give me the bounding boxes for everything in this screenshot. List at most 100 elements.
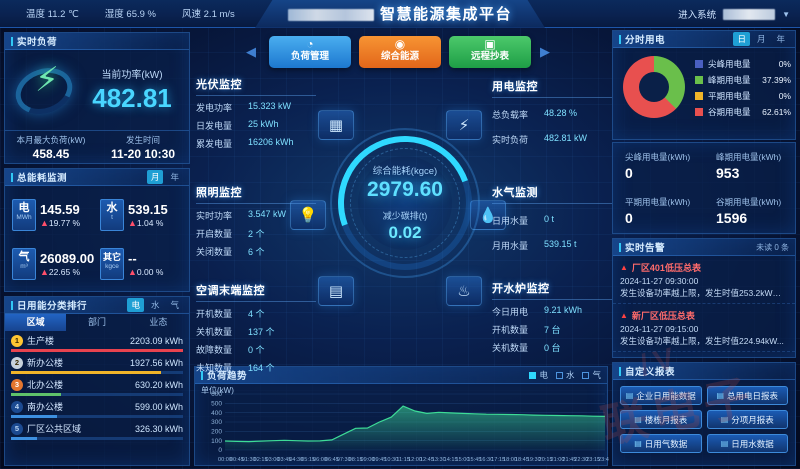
kwh-peak: 峰期用电量(kWh) 953 [716, 152, 782, 181]
legend-item: 谷期用电量 62.61% [695, 106, 791, 118]
trend-type-toggle[interactable]: 电 水 气 [529, 369, 601, 381]
ranking-tabs[interactable]: 区域 部门 业态 [5, 314, 189, 331]
boiler-row: 今日用电 9.21 kWh [492, 305, 583, 317]
water-values: 539.15 ▲1.04 % [128, 202, 168, 228]
nav-button-integrated-energy[interactable]: ◉ 综合能源 [359, 36, 441, 68]
pv-row: 发电功率 15.323 kW [196, 101, 292, 113]
redacted-user-name [723, 8, 776, 20]
trend-toggle-gas[interactable]: 气 [582, 369, 601, 381]
list-item[interactable]: ▲ 新厂区低压总表 2024-11-27 09:15:00 发生设备功率越上限，发… [613, 304, 795, 352]
svg-text:500: 500 [211, 401, 222, 408]
toggle-water[interactable]: 水 [150, 300, 160, 310]
svg-text:600: 600 [211, 391, 222, 398]
toggle-month[interactable]: 月 [146, 170, 164, 184]
svg-text:23:15: 23:15 [586, 457, 600, 463]
electricity-monitor-block: 用电监控 总负载率 48.28 % 实时负荷 482.81 kW [492, 78, 612, 151]
report-button-subitem-monthly[interactable]: ▤ 分项月报表 [706, 410, 788, 429]
legend-item: 峰期用电量 37.39% [695, 74, 791, 86]
carousel-prev-icon[interactable]: ◀ [246, 44, 256, 59]
arrow-up-icon: ▲ [40, 218, 49, 229]
water-gas-monitor-title: 水气监测 [492, 184, 612, 204]
boiler-row: 开机数量 7 台 [492, 325, 561, 335]
report-button-daily-water[interactable]: ▤ 日用水数据 [706, 434, 788, 453]
toggle-year[interactable]: 年 [776, 34, 785, 44]
ranking-header: 日用能分类排行 电 水 气 [5, 297, 189, 314]
report-button-total-daily-electric[interactable]: ▤ 总用电日报表 [706, 386, 788, 405]
checkbox-icon[interactable] [529, 371, 537, 379]
svg-text:100: 100 [211, 438, 222, 445]
doc-icon: ▤ [720, 415, 729, 424]
water-row: 日用水量 0 t [492, 214, 555, 226]
trend-toggle-electric[interactable]: 电 [529, 369, 548, 381]
svg-text:08:15: 08:15 [349, 457, 363, 463]
tou-chart-body: 尖峰用电量 0% 峰期用电量 37.39% 平期用电量 0% 谷期用电量 62.61% [613, 48, 795, 122]
electric-unit: MWh [16, 214, 32, 222]
toggle-day[interactable]: 日 [733, 32, 750, 46]
load-bolt-graphic: ⚡ [9, 55, 81, 125]
rank-value: 599.00 kWh [134, 401, 183, 412]
list-item[interactable]: 2 新办公楼 1927.56 kWh [11, 356, 183, 374]
svg-text:09:45: 09:45 [372, 457, 386, 463]
other-change: ▲0.00 % [128, 266, 164, 277]
electric-symbol: 电 [18, 202, 30, 215]
nav-button-load-management[interactable]: ◔ 负荷管理 [269, 36, 351, 68]
svg-text:09:00: 09:00 [361, 457, 375, 463]
rank-progress [11, 349, 183, 352]
ranking-type-toggle[interactable]: 电 水 气 [127, 298, 183, 312]
tab-business[interactable]: 业态 [149, 317, 168, 327]
list-item[interactable]: 1 生产楼 2203.09 kWh [11, 334, 183, 352]
tab-area[interactable]: 区域 [5, 314, 67, 331]
header-right-controls[interactable]: 进入系统 ▼ [678, 7, 790, 21]
toggle-electric[interactable]: 电 [127, 298, 144, 312]
rank-medal: 5 [11, 422, 23, 435]
enter-system-link[interactable]: 进入系统 [678, 10, 717, 21]
rank-progress [11, 415, 183, 418]
rank-name: 厂区公共区域 [27, 424, 82, 434]
list-item[interactable]: ▲ 厂区401低压总表 2024-11-27 09:30:00 发生设备功率越上限… [613, 256, 795, 304]
boiler-row: 关机数量 0 台 [492, 343, 561, 353]
load-trend-panel: 负荷趋势 电 水 气 单位(kW) 0 100 200 300 400 500 600 00:… [194, 366, 609, 466]
lightbulb-icon: 💡 [290, 200, 326, 230]
app-header: 温度 11.2 ℃ 湿度 65.9 % 风速 2.1 m/s 智慧能源集成平台 … [0, 0, 800, 28]
pv-row: 累发电量 16206 kWh [196, 137, 294, 149]
toggle-year[interactable]: 年 [170, 172, 179, 182]
lighting-monitor-block: 照明监控 实时功率 3.547 kW 开启数量 2 个 关闭数量 6 个 [196, 184, 316, 263]
toggle-gas[interactable]: 气 [170, 300, 179, 310]
svg-text:06:00: 06:00 [313, 457, 327, 463]
rank-progress [11, 371, 183, 374]
svg-text:16:30: 16:30 [479, 457, 493, 463]
trend-toggle-water[interactable]: 水 [555, 369, 574, 381]
svg-text:01:30: 01:30 [242, 457, 256, 463]
other-symbol: 其它 [102, 251, 121, 262]
list-item[interactable]: 4 南办公楼 599.00 kWh [11, 400, 183, 418]
checkbox-icon[interactable] [582, 371, 590, 379]
accent-bar [619, 242, 621, 252]
time-of-use-panel: 分时用电 日 月 年 尖峰用电量 0% 峰期用电量 37.39% 平期用电量 0% 谷… [612, 30, 796, 140]
hvac-row: 未知数量 164 个 [196, 363, 275, 373]
report-button-enterprise-daily-energy[interactable]: ▤ 企业日用能数据 [620, 386, 702, 405]
electricity-row: 实时负荷 482.81 kW [492, 133, 588, 145]
toggle-month[interactable]: 月 [756, 34, 766, 44]
rank-name: 南办公楼 [27, 402, 64, 412]
gas-value: 26089.00 [40, 250, 95, 266]
water-row: 月用水量 539.15 t [492, 239, 577, 251]
time-of-use-title: 分时用电 [625, 35, 666, 46]
daily-usage-ranking-panel: 日用能分类排行 电 水 气 区域 部门 业态 1 生产楼 2203.09 kWh… [4, 296, 190, 466]
tou-period-toggle[interactable]: 日 月 年 [733, 32, 789, 46]
arrow-up-icon: ▲ [128, 218, 137, 229]
carousel-next-icon[interactable]: ▶ [540, 44, 550, 59]
report-button-building-monthly[interactable]: ▤ 楼栋月报表 [620, 410, 702, 429]
checkbox-icon[interactable] [555, 371, 563, 379]
list-item[interactable]: 5 厂区公共区域 326.30 kWh [11, 422, 183, 440]
svg-text:07:30: 07:30 [337, 457, 351, 463]
chevron-down-icon[interactable]: ▼ [782, 9, 790, 19]
energy-period-toggle[interactable]: 月 年 [146, 170, 183, 184]
doc-icon: ▤ [634, 439, 642, 448]
report-button-daily-gas[interactable]: ▤ 日用气数据 [620, 434, 702, 453]
nav-button-remote-meter[interactable]: ▣ 远程抄表 [449, 36, 531, 68]
list-item[interactable]: 3 北办公楼 630.20 kWh [11, 378, 183, 396]
trend-title: 负荷趋势 [207, 371, 248, 382]
tab-department[interactable]: 部门 [87, 317, 106, 327]
alarm-header: 实时告警 未读 0 条 [613, 239, 795, 256]
alarm-unread-count[interactable]: 未读 0 条 [756, 242, 789, 252]
